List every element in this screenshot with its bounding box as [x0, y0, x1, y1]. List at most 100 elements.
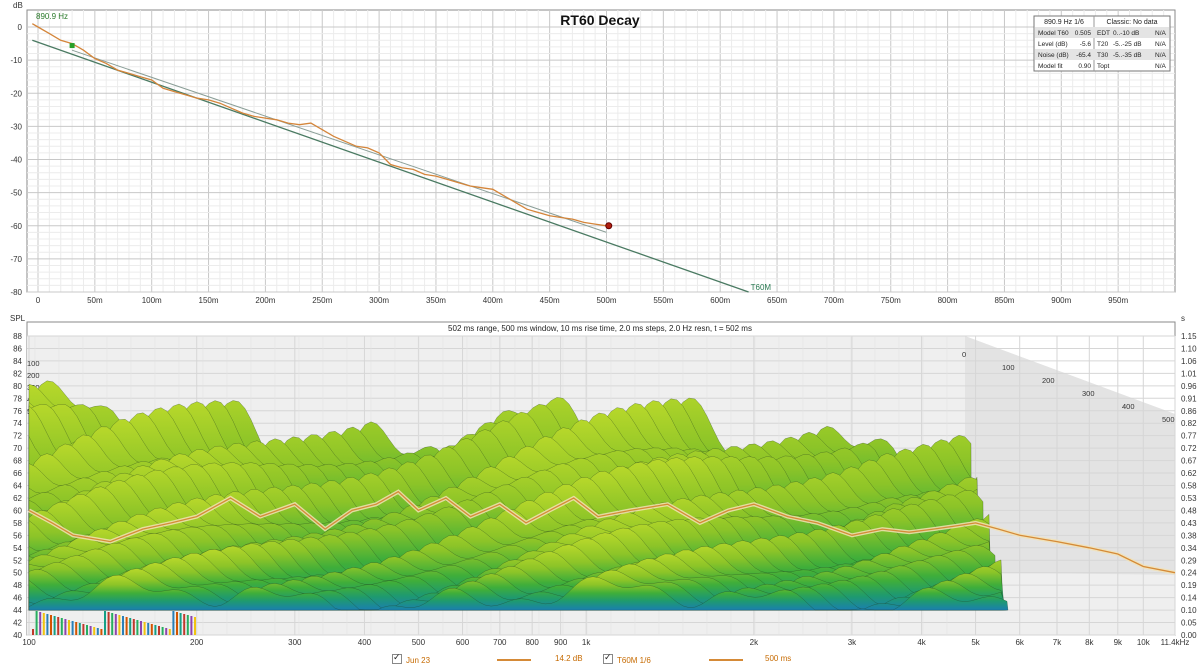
noise-bar — [111, 613, 114, 635]
table-cell: T30 — [1097, 52, 1109, 59]
fit-line — [71, 49, 607, 233]
noise-bar — [158, 626, 160, 635]
y2-tick-label: 0.72 — [1181, 444, 1197, 453]
noise-bar — [46, 614, 49, 635]
noise-bar — [42, 613, 45, 635]
noise-bar — [64, 619, 67, 635]
y-tick-label: 56 — [13, 531, 22, 540]
y-tick-label: 40 — [13, 631, 22, 640]
x-tick-label: 950m — [1108, 296, 1128, 305]
x-tick-label: 9k — [1114, 638, 1123, 647]
chart-subtitle: 502 ms range, 500 ms window, 10 ms rise … — [448, 324, 752, 333]
noise-bar — [122, 616, 124, 635]
y2-tick-label: 0.24 — [1181, 569, 1197, 578]
table-cell: -5..-35 dB — [1113, 52, 1142, 59]
legend-bar: Jun 23 14.2 dB T60M 1/6 500 ms — [0, 650, 1200, 668]
depth-label-left: 100 — [27, 359, 40, 368]
x-tick-label: 150m — [199, 296, 219, 305]
noise-bar — [57, 617, 60, 635]
noise-bar — [143, 622, 146, 635]
noise-bar — [161, 627, 164, 635]
t60m-label: T60M — [751, 283, 772, 292]
y-tick-label: 0 — [18, 23, 23, 32]
noise-bar — [93, 627, 96, 635]
y-tick-label: -70 — [10, 255, 22, 264]
x-tick-label: 3k — [848, 638, 857, 647]
legend-item-t60m[interactable]: T60M 1/6 — [603, 652, 651, 665]
x-tick-label: 650m — [767, 296, 787, 305]
y2-tick-label: 0.77 — [1181, 432, 1197, 441]
y2-tick-label: 0.34 — [1181, 544, 1197, 553]
noise-bar — [78, 623, 81, 635]
noise-bar — [39, 612, 42, 635]
x-tick-label: 11.4kHz — [1161, 638, 1190, 647]
x-tick-label: 6k — [1015, 638, 1024, 647]
depth-label-left: 200 — [27, 371, 40, 380]
table-cell: Model fit — [1038, 63, 1063, 70]
x-tick-label: 2k — [750, 638, 759, 647]
y2-tick-label: 0.00 — [1181, 631, 1197, 640]
table-cell: -5..-25 dB — [1113, 41, 1142, 48]
y-tick-label: 74 — [13, 419, 22, 428]
depth-label-right: 300 — [1082, 389, 1095, 398]
y-tick-label: 44 — [13, 606, 22, 615]
y-tick-label: -80 — [10, 288, 22, 297]
table-cell: Topt — [1097, 63, 1109, 70]
x-tick-label: 900m — [1051, 296, 1071, 305]
x-tick-label: 10k — [1137, 638, 1151, 647]
noise-bar — [165, 628, 168, 635]
x-tick-label: 8k — [1085, 638, 1094, 647]
x-tick-label: 400 — [358, 638, 372, 647]
table-cell: EDT — [1097, 30, 1110, 37]
noise-bar — [53, 616, 56, 635]
legend-label: T60M 1/6 — [617, 656, 651, 665]
checkbox-icon[interactable] — [603, 652, 613, 664]
y-tick-label: 82 — [13, 369, 22, 378]
noise-bar — [68, 620, 70, 635]
checkbox-icon[interactable] — [392, 652, 402, 664]
x-tick-label: 750m — [881, 296, 901, 305]
table-cell: Level (dB) — [1038, 41, 1068, 48]
waterfall-layer — [28, 574, 1009, 611]
rt60-decay-chart: 0 -10 -20 -30 -40 -50 -60 -70 -80 0 50m 100m 150m 200… — [10, 1, 1176, 305]
y2-tick-label: 0.62 — [1181, 469, 1197, 478]
t60m-line — [32, 39, 749, 293]
y2-tick-label: 0.48 — [1181, 506, 1197, 515]
table-cell: N/A — [1155, 63, 1167, 70]
y2-tick-label: 0.53 — [1181, 494, 1197, 503]
noise-bar — [104, 611, 106, 635]
y-tick-label: 68 — [13, 457, 22, 466]
noise-bar — [32, 629, 34, 635]
table-cell: 0.90 — [1078, 63, 1091, 70]
y2-axis-label: s — [1181, 314, 1185, 323]
y-tick-label: 42 — [13, 619, 22, 628]
y2-tick-label: 1.10 — [1181, 344, 1197, 353]
rt60-results-table: 890.9 Hz 1/6 Classic: No data Model T60 0.5… — [1033, 15, 1171, 72]
noise-bar — [172, 611, 175, 635]
start-marker — [69, 43, 75, 49]
table-cell: -65.4 — [1076, 52, 1091, 59]
side-wall — [965, 336, 1175, 575]
table-row-bg — [1035, 27, 1169, 38]
x-tick-label: 550m — [653, 296, 673, 305]
table-cell: T20 — [1097, 41, 1109, 48]
y2-tick-label: 0.10 — [1181, 606, 1197, 615]
x-tick-label: 100m — [142, 296, 162, 305]
noise-bar — [140, 621, 142, 635]
noise-bar — [136, 620, 139, 635]
legend-item-jun23[interactable]: Jun 23 — [392, 652, 430, 665]
noise-bar — [176, 612, 178, 635]
x-tick-label: 700 — [493, 638, 507, 647]
x-tick-label: 4k — [917, 638, 926, 647]
y2-tick-label: 1.15 — [1181, 332, 1197, 341]
noise-bar — [194, 617, 196, 635]
y-tick-label: 84 — [13, 357, 22, 366]
table-cell: N/A — [1155, 41, 1167, 48]
y2-tick-label: 0.29 — [1181, 556, 1197, 565]
y-tick-label: 50 — [13, 569, 22, 578]
y2-tick-label: 0.86 — [1181, 407, 1197, 416]
y2-tick-label: 1.01 — [1181, 369, 1197, 378]
noise-bar — [75, 622, 78, 635]
end-marker — [605, 222, 613, 230]
table-cell: 0.505 — [1075, 30, 1092, 37]
